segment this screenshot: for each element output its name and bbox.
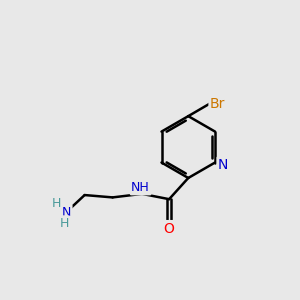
Text: N: N xyxy=(218,158,229,172)
Text: H: H xyxy=(51,197,61,210)
Text: N: N xyxy=(62,206,71,219)
Text: H: H xyxy=(59,217,69,230)
Text: O: O xyxy=(164,222,175,236)
Text: NH: NH xyxy=(131,181,150,194)
Text: Br: Br xyxy=(210,97,225,111)
